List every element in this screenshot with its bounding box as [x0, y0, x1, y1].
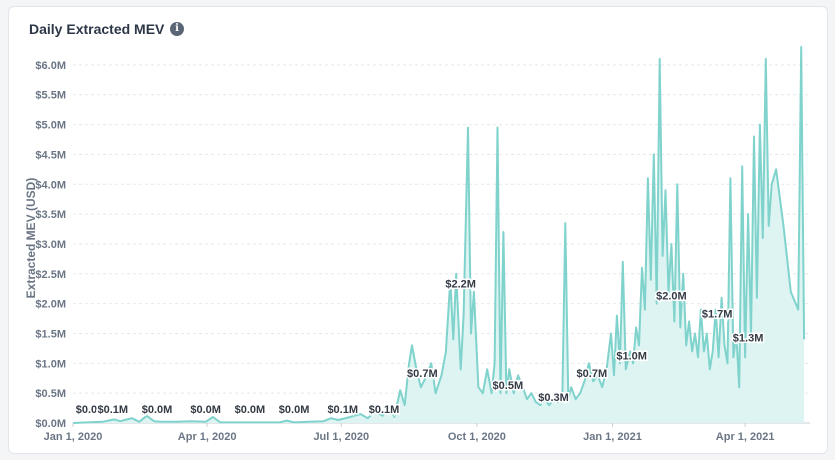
- y-tick-label: $4.5M: [35, 149, 66, 161]
- y-tick-label: $1.5M: [35, 328, 66, 340]
- data-label: $1.3M: [733, 332, 764, 344]
- y-tick-label: $0.5M: [35, 388, 66, 400]
- x-tick-label: Apr 1, 2021: [716, 431, 775, 443]
- y-tick-label: $1.0M: [35, 358, 66, 370]
- x-tick-label: Oct 1, 2020: [448, 431, 506, 443]
- y-tick-label: $2.5M: [35, 269, 66, 281]
- data-label: $2.0M: [656, 291, 687, 303]
- data-label: $0.0M: [142, 404, 173, 416]
- data-label: $0.0M: [279, 404, 310, 416]
- y-axis-label: Extracted MEV (USD): [24, 178, 38, 299]
- y-tick-label: $3.0M: [35, 239, 66, 251]
- x-tick-label: Jan 1, 2020: [44, 431, 103, 443]
- data-label: $0.1M: [369, 404, 400, 416]
- data-label: $0.1M: [327, 404, 358, 416]
- data-label: $0.7M: [407, 368, 438, 380]
- y-tick-label: $4.0M: [35, 179, 66, 191]
- data-label: $0.0M: [235, 404, 266, 416]
- series-area-fill: [73, 47, 805, 423]
- x-tick-label: Jan 1, 2021: [583, 431, 642, 443]
- y-tick-label: $2.0M: [35, 299, 66, 311]
- y-tick-label: $5.5M: [35, 90, 66, 102]
- chart-title: Daily Extracted MEV: [29, 21, 165, 37]
- series-line: [72, 46, 806, 424]
- y-tick-label: $5.0M: [35, 120, 66, 132]
- data-label: $0.0M: [190, 404, 221, 416]
- y-tick-label: $3.5M: [35, 209, 66, 221]
- data-label: $0.1M: [98, 404, 129, 416]
- data-label: $0.5M: [493, 380, 524, 392]
- y-tick-label: $0.0M: [35, 418, 66, 430]
- area-series: [72, 46, 806, 424]
- data-label: $1.7M: [702, 309, 733, 321]
- x-axis-ticks: Jan 1, 2020 Apr 1, 2020 Jul 1, 2020 Oct 1, …: [44, 423, 775, 443]
- data-label: $0.7M: [577, 368, 608, 380]
- data-label: $2.2M: [445, 279, 476, 291]
- data-label: $0.3M: [538, 392, 569, 404]
- data-label: $0.0M: [76, 404, 107, 416]
- info-icon[interactable]: i: [170, 22, 184, 36]
- y-tick-label: $6.0M: [35, 60, 66, 72]
- x-tick-label: Jul 1, 2020: [313, 431, 369, 443]
- data-label: $1.0M: [616, 350, 647, 362]
- y-axis-ticks: $0.0M $0.5M $1.0M $1.5M $2.0M $2.5M $3.0M $3.5M…: [35, 60, 66, 430]
- x-tick-label: Apr 1, 2020: [178, 431, 237, 443]
- data-labels: $0.0M$0.1M $0.0M $0.0M $0.0M $0.0M $0.1M $0.1M…: [74, 277, 765, 417]
